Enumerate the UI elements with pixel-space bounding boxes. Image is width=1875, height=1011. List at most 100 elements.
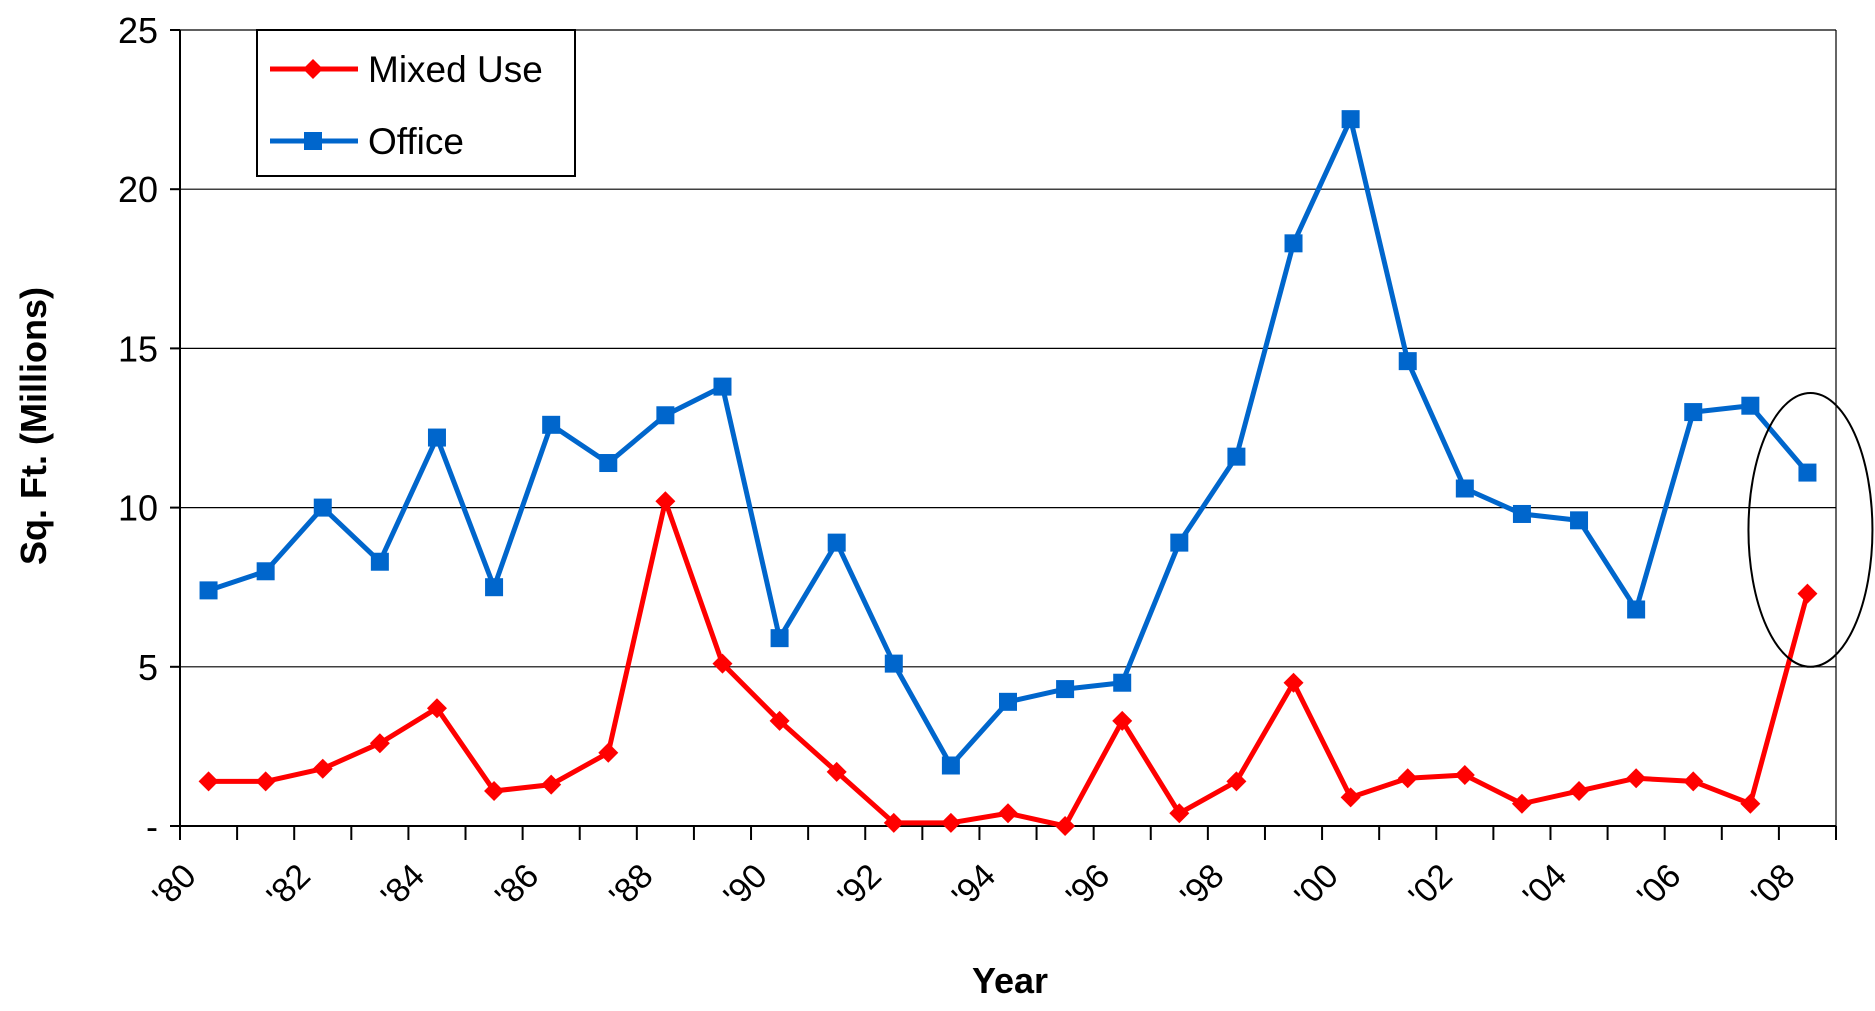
data-point-diamond — [826, 761, 847, 782]
data-point-diamond — [655, 491, 676, 512]
data-point-diamond — [1740, 793, 1761, 814]
data-point-diamond — [883, 812, 904, 833]
data-point-square — [1227, 447, 1246, 466]
y-tick-label: - — [146, 806, 158, 847]
data-point-diamond — [1169, 803, 1190, 824]
x-tick-label: '92 — [831, 857, 889, 915]
data-point-diamond — [198, 771, 219, 792]
data-point-square — [1284, 234, 1303, 253]
x-tick-label: '82 — [260, 857, 318, 915]
annotation — [1747, 391, 1874, 668]
data-point-diamond — [1055, 816, 1076, 836]
data-point-diamond — [1626, 768, 1647, 789]
data-point-square — [1455, 479, 1474, 498]
data-point-square — [542, 415, 561, 434]
data-point-square — [1170, 533, 1189, 552]
data-point-square — [1798, 463, 1817, 482]
x-tick-label: '98 — [1173, 857, 1231, 915]
data-point-square — [1684, 403, 1703, 422]
data-point-diamond — [1340, 787, 1361, 808]
data-point-square — [1113, 673, 1132, 692]
legend-label: Mixed Use — [368, 49, 543, 90]
data-point-diamond — [1569, 780, 1590, 801]
data-point-diamond — [1511, 793, 1532, 814]
data-point-diamond — [1112, 710, 1133, 731]
data-point-square — [427, 428, 446, 447]
data-point-square — [770, 629, 789, 648]
data-point-square — [1570, 511, 1589, 530]
data-point-diamond — [1226, 771, 1247, 792]
x-axis-label: Year — [972, 960, 1048, 1001]
data-point-square — [485, 578, 504, 597]
data-point-square — [656, 406, 675, 425]
data-point-square — [1056, 680, 1075, 699]
data-point-diamond — [712, 653, 733, 674]
data-point-diamond — [1283, 672, 1304, 693]
data-point-diamond — [1683, 771, 1704, 792]
data-point-square — [999, 692, 1017, 711]
data-point-diamond — [769, 710, 790, 731]
y-tick-label: 25 — [118, 10, 158, 51]
data-point-square — [199, 581, 218, 600]
data-point-square — [256, 562, 275, 581]
y-tick-label: 10 — [118, 488, 158, 529]
data-point-diamond — [484, 780, 505, 801]
data-point-square — [941, 756, 960, 775]
data-point-square — [1741, 396, 1760, 415]
legend: Mixed Use Office — [256, 29, 576, 177]
data-point-diamond — [1454, 765, 1475, 786]
legend-box — [256, 29, 576, 177]
legend-entry-office: Office — [270, 121, 464, 162]
data-point-square — [1512, 504, 1531, 523]
data-point-diamond — [255, 771, 276, 792]
x-tick-label: '04 — [1516, 857, 1574, 915]
axes — [170, 29, 1836, 827]
data-point-square — [370, 552, 389, 571]
data-point-square — [1341, 110, 1360, 129]
x-tick-label: '88 — [602, 857, 660, 915]
x-tick-label: '00 — [1288, 857, 1346, 915]
x-tick-label: '86 — [488, 857, 546, 915]
x-tick-label: '02 — [1402, 857, 1460, 915]
data-point-square — [884, 654, 903, 673]
series-line — [208, 498, 1810, 829]
data-point-square — [713, 377, 732, 396]
legend-entry-mixed-use: Mixed Use — [270, 49, 543, 90]
series-office — [199, 110, 1817, 775]
x-tick-label: '80 — [145, 857, 203, 915]
x-tick-label: '84 — [374, 857, 432, 915]
x-axis-ticks — [179, 826, 1837, 840]
legend-label: Office — [368, 121, 464, 162]
x-tick-label: '90 — [716, 857, 774, 915]
y-tick-label: 5 — [138, 647, 158, 688]
data-point-diamond — [940, 812, 961, 833]
y-tick-label: 20 — [118, 169, 158, 210]
data-point-square — [1627, 600, 1646, 619]
data-point-square — [827, 533, 846, 552]
data-point-square — [304, 132, 322, 150]
x-tick-label: '06 — [1630, 857, 1688, 915]
x-tick-label: '08 — [1744, 857, 1802, 915]
x-tick-label: '96 — [1059, 857, 1117, 915]
data-point-diamond — [312, 758, 333, 779]
data-point-square — [599, 454, 618, 473]
data-point-diamond — [598, 742, 619, 763]
data-point-diamond — [369, 733, 390, 754]
data-point-diamond — [303, 59, 323, 79]
y-axis-tick-labels: - 5 10 15 20 25 — [118, 10, 158, 847]
data-point-square — [313, 498, 332, 517]
annotation-ellipse — [1747, 391, 1874, 668]
data-point-square — [1398, 352, 1417, 371]
series-line — [207, 116, 1810, 769]
data-point-diamond — [998, 803, 1018, 824]
data-point-diamond — [541, 774, 562, 795]
legend-marker-diamond-icon — [303, 59, 323, 79]
series-mixed-use — [198, 491, 1818, 836]
data-point-diamond — [1797, 583, 1818, 604]
data-point-diamond — [1397, 768, 1418, 789]
data-point-diamond — [426, 698, 447, 719]
legend-marker-square-icon — [304, 132, 322, 150]
x-tick-label: '94 — [945, 857, 1003, 915]
